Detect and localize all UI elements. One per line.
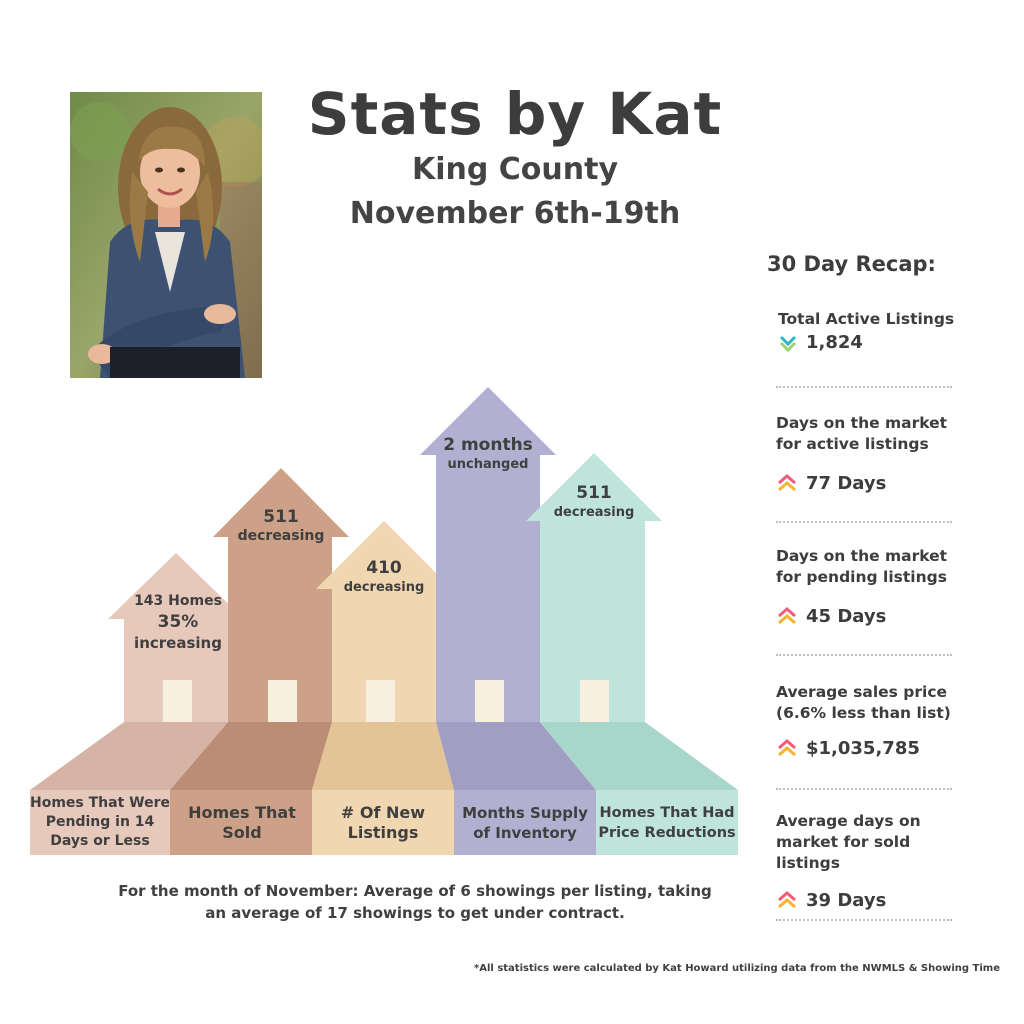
double-chevron-up-icon — [778, 738, 796, 756]
recap-value-row: 45 Days — [776, 606, 954, 627]
bar-2-window — [268, 680, 297, 722]
divider — [776, 386, 952, 388]
recap-title: 30 Day Recap: — [767, 252, 936, 276]
bar-3-window — [366, 680, 395, 722]
divider — [776, 788, 952, 790]
bar-2-label-bg — [170, 790, 312, 855]
bar-4-arrow — [420, 387, 556, 722]
bar-3-value: 410 — [366, 558, 402, 578]
divider — [776, 919, 952, 921]
recap-value: $1,035,785 — [806, 738, 920, 759]
bar-1-arrow — [108, 553, 244, 722]
bar-2-base — [170, 722, 332, 790]
bar-5-text: 511 decreasing — [534, 482, 654, 521]
recap-value-row: 1,824 — [778, 332, 956, 353]
recap-value-row: 77 Days — [776, 473, 954, 494]
recap-item-sales-price: Average sales price (6.6% less than list… — [776, 682, 954, 759]
bar-5-label-bg — [596, 790, 738, 855]
divider — [776, 521, 952, 523]
bar-4-label-bg — [454, 790, 596, 855]
bar-5-trend: decreasing — [553, 505, 635, 520]
bar-4-base — [436, 722, 596, 790]
bar-2-trend: decreasing — [237, 528, 325, 544]
bar-2-arrow — [213, 468, 349, 722]
page-title: Stats by Kat — [307, 80, 723, 148]
recap-value-row: $1,035,785 — [776, 738, 954, 759]
double-chevron-up-icon — [778, 473, 796, 491]
bar-4-label: Months Supply of Inventory — [462, 803, 588, 842]
bar-4-text: 2 months unchanged — [428, 434, 548, 473]
recap-label: Total Active Listings — [778, 310, 955, 328]
recap-item-sold-days: Average days on market for sold listings… — [776, 811, 954, 911]
recap-label: Days on the market for active listings — [776, 414, 948, 453]
bar-4-trend: unchanged — [447, 457, 529, 472]
bar-3-text: 410 decreasing — [324, 557, 444, 596]
bar-4-value: 2 months — [443, 435, 533, 455]
double-chevron-up-icon — [778, 890, 796, 908]
bar-5-label: Homes That Had Price Reductions — [598, 804, 736, 841]
bar-5-arrow — [526, 453, 662, 722]
bar-1-percent: 35% — [157, 612, 199, 632]
stats-arrows-graphic — [30, 387, 738, 855]
bar-2-label: Homes That Sold — [188, 802, 296, 842]
recap-item-active-listings: Total Active Listings 1,824 — [778, 309, 956, 353]
bar-5-window — [580, 680, 609, 722]
double-chevron-down-icon — [779, 335, 797, 352]
recap-value-row: 39 Days — [776, 890, 954, 911]
bar-1-count: 143 Homes — [134, 593, 222, 609]
recap-value: 45 Days — [806, 606, 887, 627]
disclaimer-text: *All statistics were calculated by Kat H… — [474, 963, 1000, 974]
bar-1-label: Homes That Were Pending in 14 Days or Le… — [30, 795, 170, 849]
bar-1-base — [30, 722, 228, 790]
bar-3-base — [312, 722, 454, 790]
bar-5-base — [540, 722, 738, 790]
recap-value: 39 Days — [806, 890, 887, 911]
divider — [776, 654, 952, 656]
bar-1-label-bg — [30, 790, 170, 855]
recap-item-active-days: Days on the market for active listings 7… — [776, 413, 954, 494]
recap-label: Days on the market for pending listings — [776, 547, 948, 586]
bar-2-value: 511 — [263, 507, 299, 527]
recap-item-pending-days: Days on the market for pending listings … — [776, 546, 954, 627]
region-subtitle: King County — [411, 152, 619, 187]
agent-portrait-photo — [70, 92, 262, 378]
footer-note: For the month of November: Average of 6 … — [118, 882, 712, 922]
recap-label: Average days on market for sold listings — [776, 812, 921, 872]
bar-3-label-bg — [312, 790, 454, 855]
bar-3-label: # Of New Listings — [340, 802, 426, 842]
double-chevron-up-icon — [778, 606, 796, 624]
bar-1-window — [163, 680, 192, 722]
date-range-subtitle: November 6th-19th — [349, 196, 681, 231]
bar-3-trend: decreasing — [343, 580, 425, 595]
bar-3-arrow — [316, 521, 452, 722]
bar-1-trend: increasing — [134, 634, 222, 652]
bar-4-window — [475, 680, 504, 722]
bar-1-text: 143 Homes 35% increasing — [118, 591, 238, 653]
bar-2-text: 511 decreasing — [221, 506, 341, 545]
recap-label: Average sales price (6.6% less than list… — [776, 683, 951, 722]
bar-5-value: 511 — [576, 483, 612, 503]
recap-value: 1,824 — [806, 332, 863, 353]
recap-value: 77 Days — [806, 473, 887, 494]
